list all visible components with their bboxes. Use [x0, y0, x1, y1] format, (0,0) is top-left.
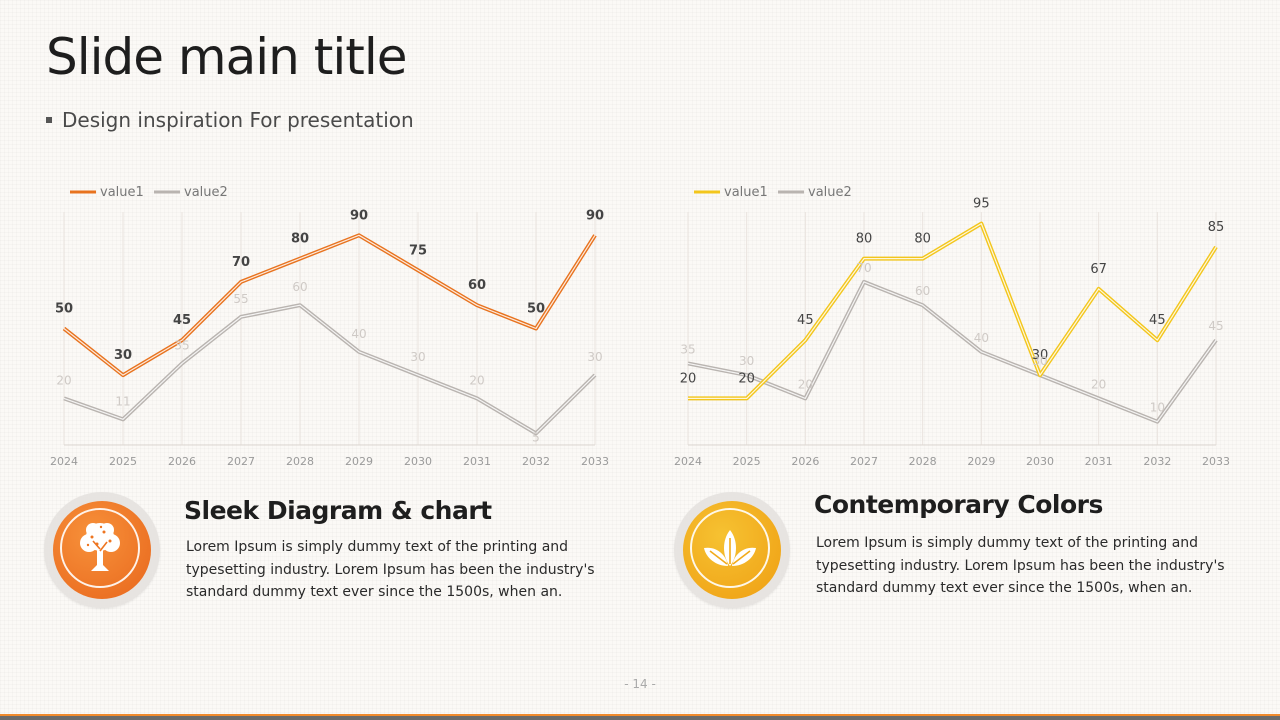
data-label: 40 — [974, 331, 989, 345]
data-label: 10 — [1150, 401, 1165, 415]
data-label: 90 — [350, 208, 368, 223]
legend-label: value2 — [808, 185, 852, 200]
data-label: 20 — [56, 373, 71, 387]
line-chart-left-svg: 2024 2025 2026 2027 2028 2029 2030 2031 2032 2033… — [50, 185, 609, 468]
x-tick-label: 2030 — [1026, 455, 1054, 468]
data-label: 35 — [174, 338, 189, 352]
data-label: 60 — [468, 278, 486, 293]
line-chart-right: 2024 2025 2026 2027 2028 2029 2030 2031 2032 2033… — [660, 172, 1260, 482]
x-tick-label: 2027 — [850, 455, 878, 468]
x-tick-label: 2025 — [109, 455, 137, 468]
x-tick-label: 2028 — [909, 455, 937, 468]
feature-body: Lorem Ipsum is simply dummy text of the … — [186, 539, 595, 600]
data-label: 70 — [856, 261, 871, 275]
x-tick-label: 2031 — [463, 455, 491, 468]
tree-icon — [80, 523, 120, 571]
data-label: 20 — [798, 377, 813, 391]
data-label: 75 — [409, 243, 427, 258]
series-line-value1 — [688, 221, 1218, 401]
data-label: 30 — [587, 350, 602, 364]
series-line-highlight — [63, 304, 596, 434]
series-line-highlight — [688, 223, 1217, 399]
data-label: 30 — [739, 354, 754, 368]
x-tick-label: 2026 — [168, 455, 196, 468]
leaves-icon — [704, 530, 756, 566]
x-tick-label: 2029 — [345, 455, 373, 468]
data-label: 45 — [797, 313, 814, 328]
feature-heading: Sleek Diagram & chart — [184, 496, 492, 525]
line-chart-left: 2024 2025 2026 2027 2028 2029 2030 2031 2032 2033… — [20, 172, 620, 482]
series-line-highlight — [687, 281, 1217, 423]
x-tick-label: 2028 — [286, 455, 314, 468]
data-label: 20 — [680, 371, 697, 386]
data-label: 80 — [914, 232, 931, 247]
x-tick-label: 2024 — [674, 455, 702, 468]
series-line-value1 — [62, 233, 597, 378]
feature-heading: Contemporary Colors — [814, 490, 1103, 519]
slide-subtitle: Design inspiration For presentation — [46, 108, 414, 132]
data-label: 20 — [1091, 377, 1106, 391]
data-label: 11 — [115, 394, 130, 408]
series-line-highlight — [63, 234, 596, 376]
x-tick-label: 2031 — [1085, 455, 1113, 468]
feature-badge — [674, 492, 790, 608]
data-label: 85 — [1208, 220, 1225, 235]
data-label: 30 — [410, 350, 425, 364]
legend-label: value2 — [184, 185, 228, 200]
footer-bar — [0, 714, 1280, 720]
slide-title: Slide main title — [46, 28, 407, 86]
bullet-icon — [46, 117, 52, 123]
data-label: 95 — [973, 197, 990, 212]
x-tick-label: 2033 — [1202, 455, 1230, 468]
data-label: 55 — [233, 292, 248, 306]
feature-body: Lorem Ipsum is simply dummy text of the … — [816, 535, 1225, 596]
data-label: 40 — [351, 327, 366, 341]
data-label: 80 — [291, 232, 309, 247]
data-label: 60 — [915, 284, 930, 298]
data-label: 50 — [55, 302, 73, 317]
data-label: 90 — [586, 208, 604, 223]
data-label: 67 — [1090, 262, 1107, 277]
data-label: 60 — [292, 280, 307, 294]
x-tick-label: 2024 — [50, 455, 78, 468]
line-chart-right-svg: 2024 2025 2026 2027 2028 2029 2030 2031 2032 2033… — [674, 185, 1230, 468]
series-line-value2 — [63, 303, 597, 436]
series-line-value2 — [687, 279, 1218, 424]
x-tick-label: 2025 — [733, 455, 761, 468]
data-label: 45 — [1208, 319, 1223, 333]
x-tick-label: 2032 — [522, 455, 550, 468]
x-tick-label: 2027 — [227, 455, 255, 468]
data-label: 30 — [1032, 354, 1047, 368]
legend-label: value1 — [100, 185, 144, 200]
data-label: 30 — [1032, 348, 1049, 363]
data-label: 35 — [680, 342, 695, 356]
x-tick-label: 2026 — [791, 455, 819, 468]
data-label: 30 — [114, 348, 132, 363]
page-number: - 14 - — [624, 677, 656, 691]
data-label: 50 — [527, 302, 545, 317]
data-label: 20 — [469, 373, 484, 387]
data-label: 70 — [232, 255, 250, 270]
subtitle-text: Design inspiration For presentation — [62, 108, 414, 132]
x-tick-label: 2030 — [404, 455, 432, 468]
data-label: 5 — [532, 430, 540, 444]
x-tick-label: 2029 — [967, 455, 995, 468]
feature-badge — [44, 492, 160, 608]
x-tick-label: 2033 — [581, 455, 609, 468]
x-tick-label: 2032 — [1143, 455, 1171, 468]
data-label: 20 — [738, 371, 755, 386]
data-label: 45 — [1149, 313, 1166, 328]
data-label: 80 — [856, 232, 873, 247]
data-label: 45 — [173, 313, 191, 328]
legend-label: value1 — [724, 185, 768, 200]
